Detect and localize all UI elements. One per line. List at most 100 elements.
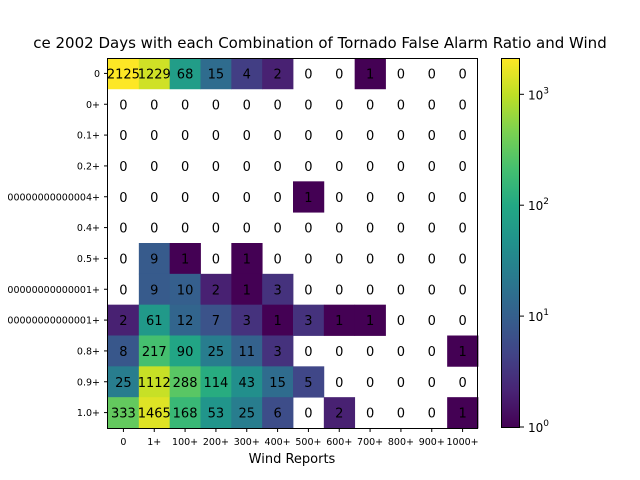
cell-value-label: 2 [335,407,343,422]
heatmap-cell [262,397,294,429]
cell-value-label: 0 [212,98,220,113]
cell-value-label: 43 [238,376,255,391]
cell-value-label: 0 [181,191,189,206]
cell-value-label: 3 [304,314,312,329]
cell-value-label: 0 [150,160,158,175]
cell-value-label: 0 [273,160,281,175]
cell-value-label: 9 [150,252,158,267]
cell-value-label: 53 [208,407,225,422]
cell-value-label: 0 [150,222,158,237]
cell-value-label: 0 [335,191,343,206]
cell-value-label: 1465 [138,407,171,422]
heatmap-cell [200,366,232,398]
y-tick-label: 0.4+ [77,223,100,234]
heatmap-cell [169,304,201,336]
heatmap-cell [354,304,386,336]
cell-value-label: 0 [458,376,466,391]
cell-value-label: 0 [335,160,343,175]
cell-value-label: 0 [119,252,127,267]
heatmap-cell [231,366,263,398]
cell-value-label: 0 [150,129,158,144]
cell-value-label: 0 [397,252,405,267]
y-tick-label: 0.9+ [77,377,100,388]
heatmap-cell [169,397,201,429]
cell-value-label: 15 [269,376,286,391]
cell-value-label: 0 [366,345,374,360]
cell-value-label: 0 [366,98,374,113]
cell-value-label: 0 [273,252,281,267]
cell-value-label: 0 [397,283,405,298]
cell-value-label: 0 [335,376,343,391]
cell-value-label: 0 [428,129,436,144]
cell-value-label: 0 [428,283,436,298]
heatmap-cell [108,58,140,90]
y-tick-label: 0.1+ [77,131,100,142]
heatmap-cell [262,335,294,367]
cell-value-label: 0 [335,345,343,360]
cell-value-label: 0 [304,98,312,113]
cell-value-label: 0 [397,222,405,237]
cell-value-label: 0 [119,191,127,206]
cell-value-label: 5 [304,376,312,391]
cell-value-label: 333 [111,407,136,422]
cell-value-label: 0 [212,222,220,237]
heatmap-cell [200,335,232,367]
cell-value-label: 0 [366,252,374,267]
y-tick-label: 1.0+ [77,408,100,419]
cell-value-label: 0 [366,191,374,206]
cell-value-label: 15 [208,67,225,82]
cell-value-label: 0 [243,98,251,113]
y-tick-label: 00000000000001+ [7,285,100,296]
cell-value-label: 6 [273,407,281,422]
cell-value-label: 0 [458,98,466,113]
cell-value-label: 0 [458,191,466,206]
heatmap-cell [108,304,140,336]
cell-value-label: 10 [177,283,194,298]
cell-value-label: 1 [304,191,312,206]
cell-value-label: 0 [181,222,189,237]
cell-value-label: 0 [273,191,281,206]
cell-value-label: 0 [397,98,405,113]
cell-value-label: 8 [119,345,127,360]
cell-value-label: 0 [397,67,405,82]
cell-value-label: 0 [273,129,281,144]
colorbar-ticks: 100 101 102 103 [520,86,549,435]
cell-value-label: 1 [181,252,189,267]
heatmap-cell [262,366,294,398]
heatmap-cell [231,243,263,275]
cell-value-label: 0 [212,252,220,267]
x-tick-label: 0 [120,437,126,448]
cell-value-label: 2 [212,283,220,298]
heatmap-cell [138,273,171,306]
x-tick-label: 400+ [265,437,291,448]
heatmap-cell [323,397,356,429]
cell-value-label: 0 [335,129,343,144]
x-axis-ticks: 0 1+ 100+ 200+ 300+ 400+ 500+ 600+ 700+ 800+ 900+ 1… [120,428,479,448]
cell-value-label: 25 [208,345,225,360]
cell-value-label: 0 [366,283,374,298]
cell-value-label: 0 [119,283,127,298]
cell-value-label: 1 [273,314,281,329]
y-axis-ticks: 0 0+ 0.1+ 0.2+ 00000000000004+ 0.4+ 0.5+ 000000… [7,69,108,419]
cell-value-label: 0 [458,283,466,298]
colorbar: 100 101 102 103 [501,58,549,435]
y-tick-label: 00000000000004+ [7,192,100,203]
chart-title: ce 2002 Days with each Combination of To… [33,34,606,52]
cell-value-label: 0 [428,67,436,82]
cell-value-label: 0 [335,67,343,82]
heatmap-cell [138,243,171,275]
cell-value-label: 0 [428,345,436,360]
cell-value-label: 0 [119,129,127,144]
cell-value-label: 0 [304,252,312,267]
heatmap-cell [138,397,171,429]
heatmap-cell [447,335,479,367]
cell-value-label: 0 [181,129,189,144]
cell-value-label: 0 [181,160,189,175]
heatmap-cell [262,273,294,306]
cell-value-label: 2 [273,67,281,82]
x-tick-label: 1000+ [447,437,479,448]
cell-value-label: 0 [212,191,220,206]
plot-frame [107,58,478,429]
cell-value-label: 0 [458,252,466,267]
cell-value-label: 0 [366,160,374,175]
